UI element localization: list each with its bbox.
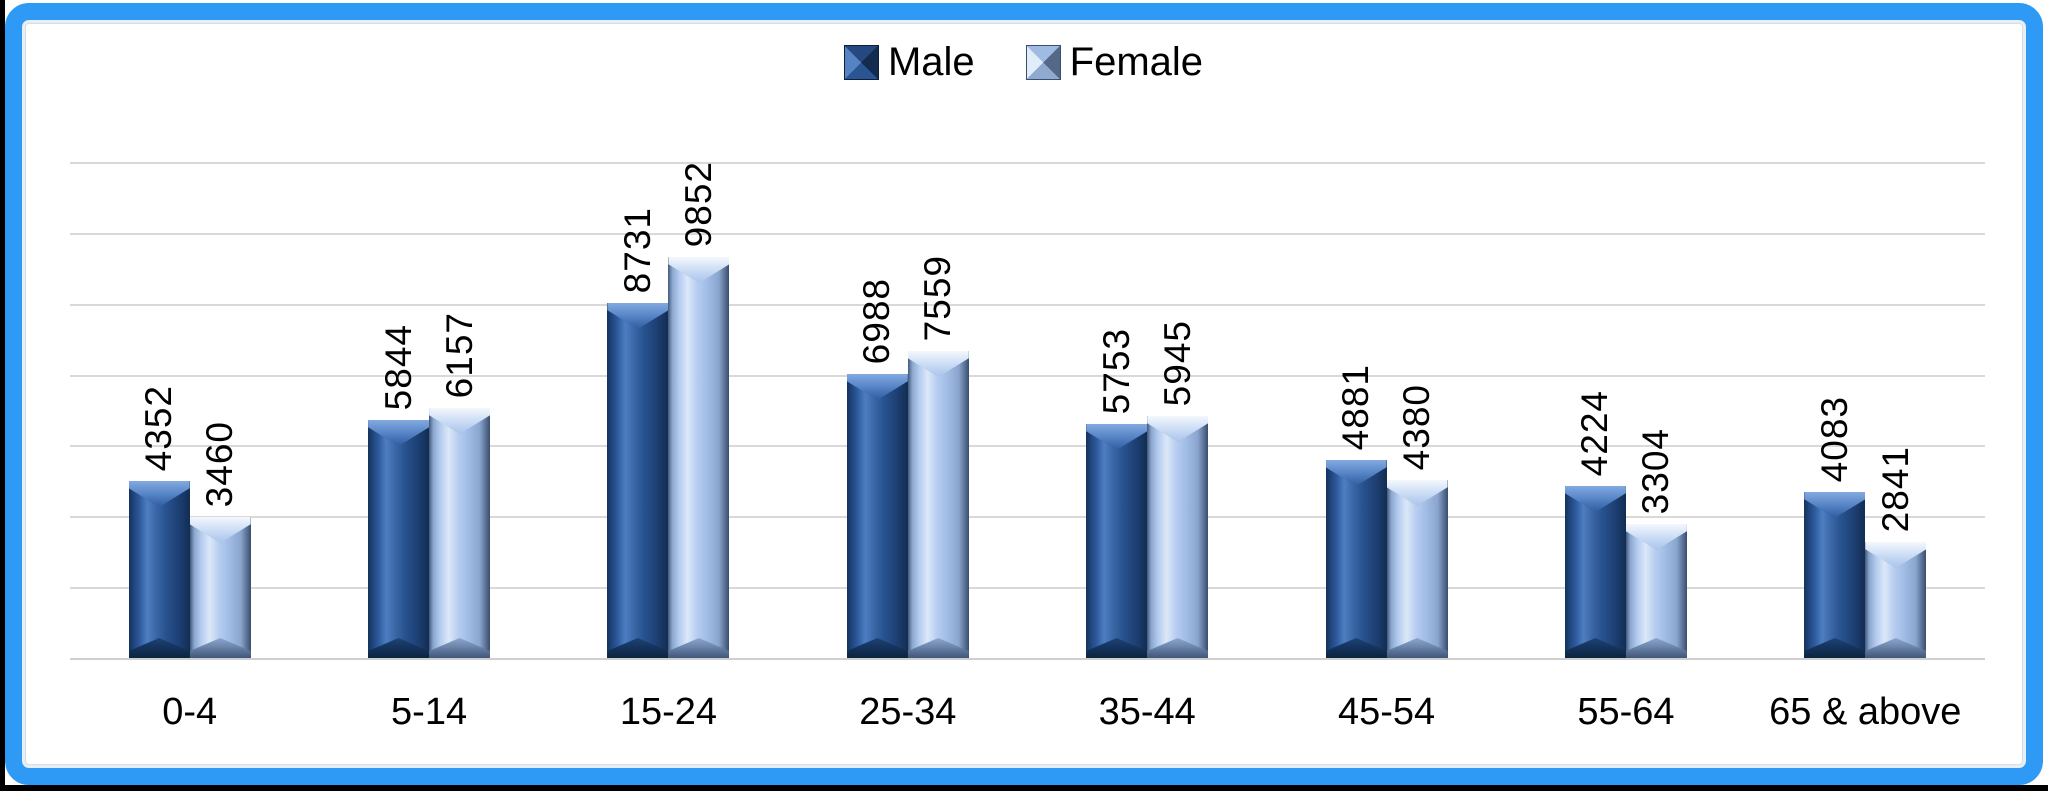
bar-value-label: 4352 [138,384,180,471]
bar-female-0-4 [189,517,251,658]
x-axis-label: 65 & above [1769,691,1962,733]
plot-area: 4352 3460 5844 6157 8731 9852 6988 7559 5753 5945… [70,140,1985,660]
bar-male-15-24 [607,303,669,658]
bar-value-label: 4881 [1335,363,1377,450]
bar-male-25-34 [846,374,908,658]
bar-female-55-64 [1625,524,1687,658]
bar-male-0-4 [128,481,190,658]
chart-legend: Male Female [0,42,2048,82]
bar-value-label: 2841 [1874,445,1916,532]
x-axis-line [70,658,1985,660]
x-axis-label: 25-34 [859,691,957,733]
legend-label-male: Male [887,40,975,84]
bar-value-label: 4083 [1813,395,1855,482]
bar-male-5-14 [368,420,430,658]
gridline [70,445,1985,448]
bar-female-45-54 [1386,480,1448,658]
bar-value-label: 8731 [616,206,658,293]
gridline [70,587,1985,590]
bar-female-25-34 [907,351,969,658]
bar-value-label: 5945 [1156,319,1198,406]
gridline [70,162,1985,164]
bar-female-5-14 [429,408,491,658]
gridline [70,232,1985,235]
bar-female-15-24 [668,257,730,658]
bar-value-label: 9852 [677,160,719,247]
x-axis-label: 55-64 [1577,691,1675,733]
bar-male-65above [1804,492,1866,658]
screenshot-left-edge [0,0,5,791]
bar-value-label: 4224 [1574,389,1616,476]
x-axis-label: 45-54 [1337,691,1436,733]
bar-value-label: 3460 [199,420,241,507]
legend-label-female: Female [1069,40,1204,84]
x-axis-label: 15-24 [619,691,718,733]
bar-value-label: 5753 [1095,327,1137,414]
bar-value-label: 6988 [856,277,898,364]
female-swatch-icon [1025,44,1061,80]
gridline [70,374,1985,377]
screenshot-bottom-edge [0,785,2048,791]
legend-item-male: Male [843,40,975,84]
male-swatch-icon [843,44,879,80]
bar-female-35-44 [1147,416,1209,658]
bar-male-35-44 [1086,424,1148,658]
x-axis-label: 5-14 [391,691,468,733]
x-axis: 0-4 5-14 15-24 25-34 35-44 45-54 55-64 65 & abo… [70,690,1985,736]
chart-frame [5,3,2043,785]
bar-value-label: 7559 [917,254,959,341]
gridline [70,303,1985,306]
bar-value-label: 4380 [1396,383,1438,470]
bar-value-label: 3304 [1635,427,1677,514]
bar-value-label: 5844 [377,323,419,410]
gridline [70,516,1985,519]
x-axis-label: 35-44 [1098,691,1196,733]
bar-male-55-64 [1564,486,1626,658]
legend-item-female: Female [1025,40,1204,84]
bar-value-label: 6157 [438,311,480,398]
bar-female-65above [1865,542,1927,658]
bar-male-45-54 [1325,460,1387,658]
x-axis-label: 0-4 [162,691,218,733]
